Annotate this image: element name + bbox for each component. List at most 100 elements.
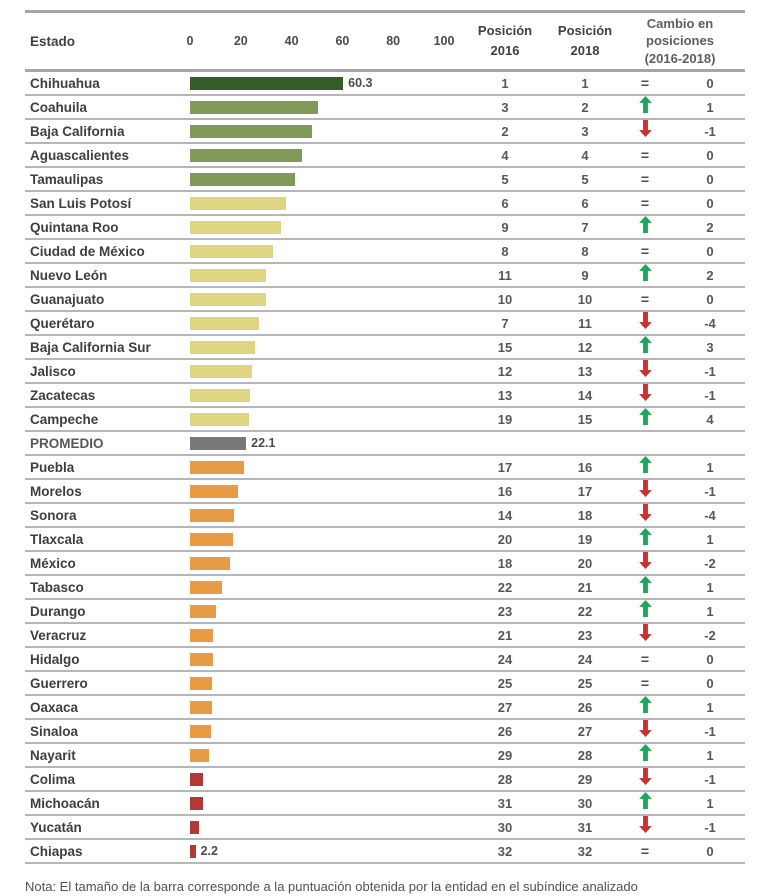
down-arrow-icon	[638, 312, 652, 334]
change-value: -4	[704, 507, 716, 523]
change-value: 1	[706, 603, 714, 619]
down-arrow-icon	[638, 720, 652, 742]
change-value: 0	[706, 147, 714, 163]
change-direction-cell	[615, 720, 675, 742]
position-2018-value: 32	[577, 843, 593, 859]
change-value: 1	[706, 459, 714, 475]
change-value: 1	[706, 99, 714, 115]
score-bar-cell	[190, 624, 455, 646]
up-arrow-icon	[638, 264, 652, 286]
score-bar-cell	[190, 96, 455, 118]
score-bar-cell: 60.3	[190, 72, 455, 94]
change-direction-cell: =	[615, 168, 675, 190]
position-2018-value: 21	[577, 579, 593, 595]
state-label: Aguascalientes	[30, 147, 130, 163]
position-2016-value: 13	[497, 387, 513, 403]
score-bar-cell	[190, 216, 455, 238]
change-direction-cell	[615, 336, 675, 358]
position-2016-value: 1	[501, 75, 509, 91]
table-row: Zacatecas 13 14 -1	[25, 384, 745, 408]
table-row: Yucatán 30 31 -1	[25, 816, 745, 840]
position-2018-value: 3	[581, 123, 589, 139]
state-label: Nuevo León	[30, 267, 108, 283]
state-label: Durango	[30, 603, 86, 619]
down-arrow-icon	[638, 504, 652, 526]
state-label: Chihuahua	[30, 75, 100, 91]
position-2018-value: 8	[581, 243, 589, 259]
equal-icon: =	[640, 243, 650, 259]
down-arrow-icon	[638, 480, 652, 502]
state-label: Sonora	[30, 507, 77, 523]
position-2018-value: 25	[577, 675, 593, 691]
position-2018-value: 23	[577, 627, 593, 643]
axis-tick-label: 0	[186, 34, 194, 48]
position-2016-value: 25	[497, 675, 513, 691]
change-value: 4	[706, 411, 714, 427]
score-bar	[190, 244, 274, 258]
position-2018-value: 31	[577, 819, 593, 835]
change-value: 0	[706, 195, 714, 211]
position-2018-value: 2	[581, 99, 589, 115]
change-value: 0	[706, 75, 714, 91]
change-direction-cell: =	[615, 144, 675, 166]
score-bar-cell	[190, 192, 455, 214]
score-bar	[190, 364, 253, 378]
state-label: México	[30, 555, 76, 571]
score-bar-cell	[190, 768, 455, 790]
change-value: -1	[704, 819, 716, 835]
change-value: 0	[706, 651, 714, 667]
score-bar	[190, 460, 245, 474]
state-label: Yucatán	[30, 819, 82, 835]
change-value: -1	[704, 123, 716, 139]
down-arrow-icon	[638, 816, 652, 838]
position-2016-value: 15	[497, 339, 513, 355]
down-arrow-icon	[638, 360, 652, 382]
change-direction-cell: =	[615, 840, 675, 862]
table-row: Colima 28 29 -1	[25, 768, 745, 792]
position-2018-value: 13	[577, 363, 593, 379]
change-value: 0	[706, 291, 714, 307]
score-bar	[190, 292, 266, 306]
change-value: 0	[706, 171, 714, 187]
state-label: Baja California Sur	[30, 339, 151, 355]
table-row: Sinaloa 26 27 -1	[25, 720, 745, 744]
change-direction-cell	[615, 264, 675, 286]
change-direction-cell	[615, 552, 675, 574]
position-2016-value: 32	[497, 843, 513, 859]
position-2016-value: 31	[497, 795, 513, 811]
state-label: Tlaxcala	[30, 531, 84, 547]
table-row: San Luis Potosí 6 6 = 0	[25, 192, 745, 216]
score-bar-cell	[190, 792, 455, 814]
equal-icon: =	[640, 171, 650, 187]
position-2018-value: 18	[577, 507, 593, 523]
score-bar	[190, 580, 222, 594]
score-bar-cell	[190, 528, 455, 550]
position-2016-value: 4	[501, 147, 509, 163]
table-row: Michoacán 31 30 1	[25, 792, 745, 816]
table-row: Nayarit 29 28 1	[25, 744, 745, 768]
state-label: Tamaulipas	[30, 171, 104, 187]
table-row: Hidalgo 24 24 = 0	[25, 648, 745, 672]
axis-tick-label: 40	[284, 34, 299, 48]
position-2018-value: 7	[581, 219, 589, 235]
state-label: Michoacán	[30, 795, 100, 811]
change-direction-cell	[615, 816, 675, 838]
position-2018-value: 5	[581, 171, 589, 187]
position-2016-value: 3	[501, 99, 509, 115]
change-value: 1	[706, 795, 714, 811]
table-row: Guerrero 25 25 = 0	[25, 672, 745, 696]
change-value: -1	[704, 483, 716, 499]
score-bar-cell: 2.2	[190, 840, 455, 862]
position-2016-value: 2	[501, 123, 509, 139]
position-2018-value: 26	[577, 699, 593, 715]
change-direction-cell	[615, 360, 675, 382]
position-2016-value: 12	[497, 363, 513, 379]
score-bar	[190, 412, 250, 426]
position-2016-value: 23	[497, 603, 513, 619]
position-2016-value: 24	[497, 651, 513, 667]
score-bar	[190, 436, 247, 450]
up-arrow-icon	[638, 576, 652, 598]
table-row: Guanajuato 10 10 = 0	[25, 288, 745, 312]
state-label: Tabasco	[30, 579, 84, 595]
change-direction-cell	[615, 504, 675, 526]
